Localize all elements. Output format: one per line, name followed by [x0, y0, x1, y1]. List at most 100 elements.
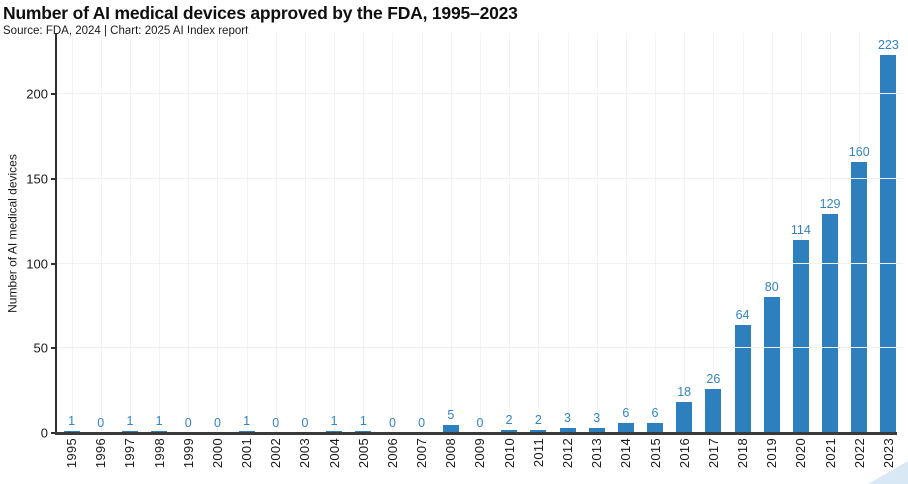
column-2002: 0 — [261, 33, 290, 433]
x-tick-label-1998: 1998 — [151, 438, 167, 469]
x-label-cell: 2009 — [465, 438, 494, 468]
bar-2015 — [647, 423, 664, 433]
x-label-cell: 2016 — [670, 438, 699, 468]
v-gridline — [800, 33, 802, 433]
x-label-cell: 1998 — [145, 438, 174, 468]
x-label-cell: 2013 — [582, 438, 611, 468]
x-label-cell: 2017 — [699, 438, 728, 468]
v-gridline — [159, 33, 161, 433]
x-label-cell: 1999 — [174, 438, 203, 468]
x-label-cell: 1996 — [86, 438, 115, 468]
x-label-cell: 1995 — [57, 438, 86, 468]
x-label-cell: 2001 — [232, 438, 261, 468]
column-2007: 0 — [407, 33, 436, 433]
x-tick-label-2008: 2008 — [443, 438, 459, 469]
column-2017: 26 — [699, 33, 728, 433]
bar-columns: 1 0 1 1 0 0 1 0 0 1 1 0 0 5 0 2 2 3 3 6 6 18 26 64 80 114 129 160 22… — [57, 33, 903, 433]
x-tick-label-2010: 2010 — [501, 438, 517, 469]
bar-value-label-2021: 129 — [819, 197, 841, 211]
bar-2012 — [559, 428, 576, 433]
column-2014: 6 — [611, 33, 640, 433]
column-2018: 64 — [728, 33, 757, 433]
bar-value-label-2007: 0 — [418, 416, 426, 430]
bar-value-label-2014: 6 — [622, 406, 630, 420]
column-2019: 80 — [757, 33, 786, 433]
x-tick-label-2013: 2013 — [589, 438, 605, 469]
x-label-cell: 2022 — [845, 438, 874, 468]
x-tick-label-1997: 1997 — [122, 438, 138, 469]
bar-value-label-2002: 0 — [272, 416, 280, 430]
x-tick-label-2007: 2007 — [414, 438, 430, 469]
bar-value-label-2019: 80 — [764, 280, 779, 294]
bar-value-label-2013: 3 — [593, 411, 601, 425]
bar-value-label-1996: 0 — [97, 416, 105, 430]
v-gridline — [392, 33, 394, 433]
x-tick-label-2020: 2020 — [793, 438, 809, 469]
x-label-cell: 2000 — [203, 438, 232, 468]
bar-value-label-2010: 2 — [505, 413, 513, 427]
x-tick-label-2004: 2004 — [326, 438, 342, 469]
h-gridline-50 — [57, 347, 903, 349]
column-1996: 0 — [86, 33, 115, 433]
y-axis-line — [55, 33, 57, 434]
x-tick-label-2014: 2014 — [618, 438, 634, 469]
bar-value-label-2008: 5 — [447, 408, 455, 422]
y-tick-mark-150 — [51, 177, 55, 180]
h-gridline-150 — [57, 177, 903, 179]
bar-value-label-2016: 18 — [677, 385, 692, 399]
y-tick-label-50: 50 — [33, 340, 48, 356]
h-gridline-100 — [57, 262, 903, 264]
x-label-cell: 1997 — [115, 438, 144, 468]
bar-2021 — [822, 214, 839, 433]
column-2013: 3 — [582, 33, 611, 433]
x-label-cell: 2019 — [757, 438, 786, 468]
bar-value-label-2022: 160 — [848, 145, 870, 159]
plot-area: 1 0 1 1 0 0 1 0 0 1 1 0 0 5 0 2 2 3 3 6 6 18 26 64 80 114 129 160 22… — [26, 33, 903, 441]
bar-value-label-2018: 64 — [735, 308, 750, 322]
y-tick-label-200: 200 — [26, 86, 48, 102]
bar-2014 — [617, 423, 634, 433]
bar-value-label-1998: 1 — [155, 414, 163, 428]
y-tick-mark-0 — [51, 432, 55, 434]
bar-value-label-2020: 114 — [790, 223, 811, 237]
bar-2017 — [705, 389, 722, 433]
y-tick-mark-200 — [51, 93, 55, 96]
v-gridline — [246, 33, 248, 433]
x-tick-label-2000: 2000 — [209, 438, 225, 469]
x-tick-label-2005: 2005 — [355, 438, 371, 469]
x-tick-label-1996: 1996 — [93, 438, 109, 469]
bar-value-label-1995: 1 — [68, 414, 76, 428]
bar-value-label-2000: 0 — [213, 416, 221, 430]
bar-2023 — [880, 55, 897, 433]
bar-2013 — [588, 428, 605, 433]
x-axis-labels: 1995 1996 1997 1998 1999 2000 2001 2002 2003 2004… — [57, 438, 903, 468]
v-gridline — [655, 33, 657, 433]
bar-value-label-2001: 1 — [243, 414, 251, 428]
x-label-cell: 2020 — [786, 438, 815, 468]
x-tick-label-2022: 2022 — [851, 438, 867, 469]
bar-2008 — [442, 425, 459, 433]
x-label-cell: 2023 — [874, 438, 903, 468]
bar-value-label-2015: 6 — [651, 406, 659, 420]
x-label-cell: 2005 — [349, 438, 378, 468]
column-2012: 3 — [553, 33, 582, 433]
bar-2011 — [530, 430, 547, 433]
v-gridline — [509, 33, 511, 433]
chart-subtitle: Source: FDA, 2024 | Chart: 2025 AI Index… — [3, 25, 249, 37]
y-axis-title: Number of AI medical devices — [5, 154, 20, 313]
h-gridline-200 — [57, 93, 903, 95]
bar-value-label-1997: 1 — [126, 414, 134, 428]
bar-value-label-2003: 0 — [301, 416, 309, 430]
column-2022: 160 — [845, 33, 874, 433]
x-label-cell: 2021 — [815, 438, 844, 468]
bar-value-label-2017: 26 — [706, 372, 721, 386]
column-2016: 18 — [670, 33, 699, 433]
v-gridline — [479, 33, 481, 433]
bar-2022 — [851, 162, 868, 433]
v-gridline — [713, 33, 715, 433]
v-gridline — [538, 33, 540, 433]
x-tick-label-2016: 2016 — [676, 438, 692, 469]
y-tick-label-150: 150 — [26, 171, 48, 187]
bar-2016 — [676, 402, 693, 433]
bar-value-label-2004: 1 — [330, 414, 338, 428]
